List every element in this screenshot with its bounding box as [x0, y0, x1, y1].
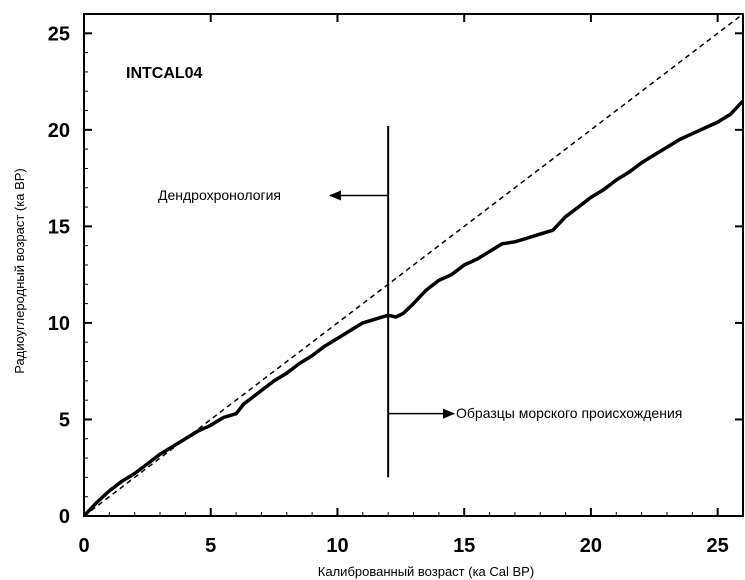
annotations	[329, 125, 455, 478]
x-axis-title: Калиброванный возраст (ка Cal BP)	[318, 564, 534, 579]
chart-title: INTCAL04	[126, 65, 203, 82]
right-annotation-label: Образцы морского происхождения	[456, 405, 682, 421]
x-tick-label: 5	[205, 535, 216, 557]
y-axis-title: Радиоуглеродный возраст (ка BP)	[12, 168, 27, 373]
y-tick-label: 5	[59, 409, 70, 431]
y-tick-label: 20	[48, 120, 70, 142]
x-tick-label: 15	[453, 535, 475, 557]
y-tick-label: 15	[48, 216, 70, 238]
y-tick-label: 25	[48, 23, 70, 45]
x-tick-label: 0	[78, 535, 89, 557]
series-layer	[82, 13, 745, 518]
x-tick-label: 20	[580, 535, 602, 557]
x-tick-label: 10	[326, 535, 348, 557]
y-tick-label: 10	[48, 313, 70, 335]
series-line-intcal04	[82, 99, 745, 518]
ticks: 0 5 10 15 20 25 0 5 10 15 20 25	[48, 14, 743, 557]
left-annotation-label: Дендрохронология	[158, 187, 281, 203]
x-tick-label: 25	[707, 535, 729, 557]
y-tick-label: 0	[59, 506, 70, 528]
